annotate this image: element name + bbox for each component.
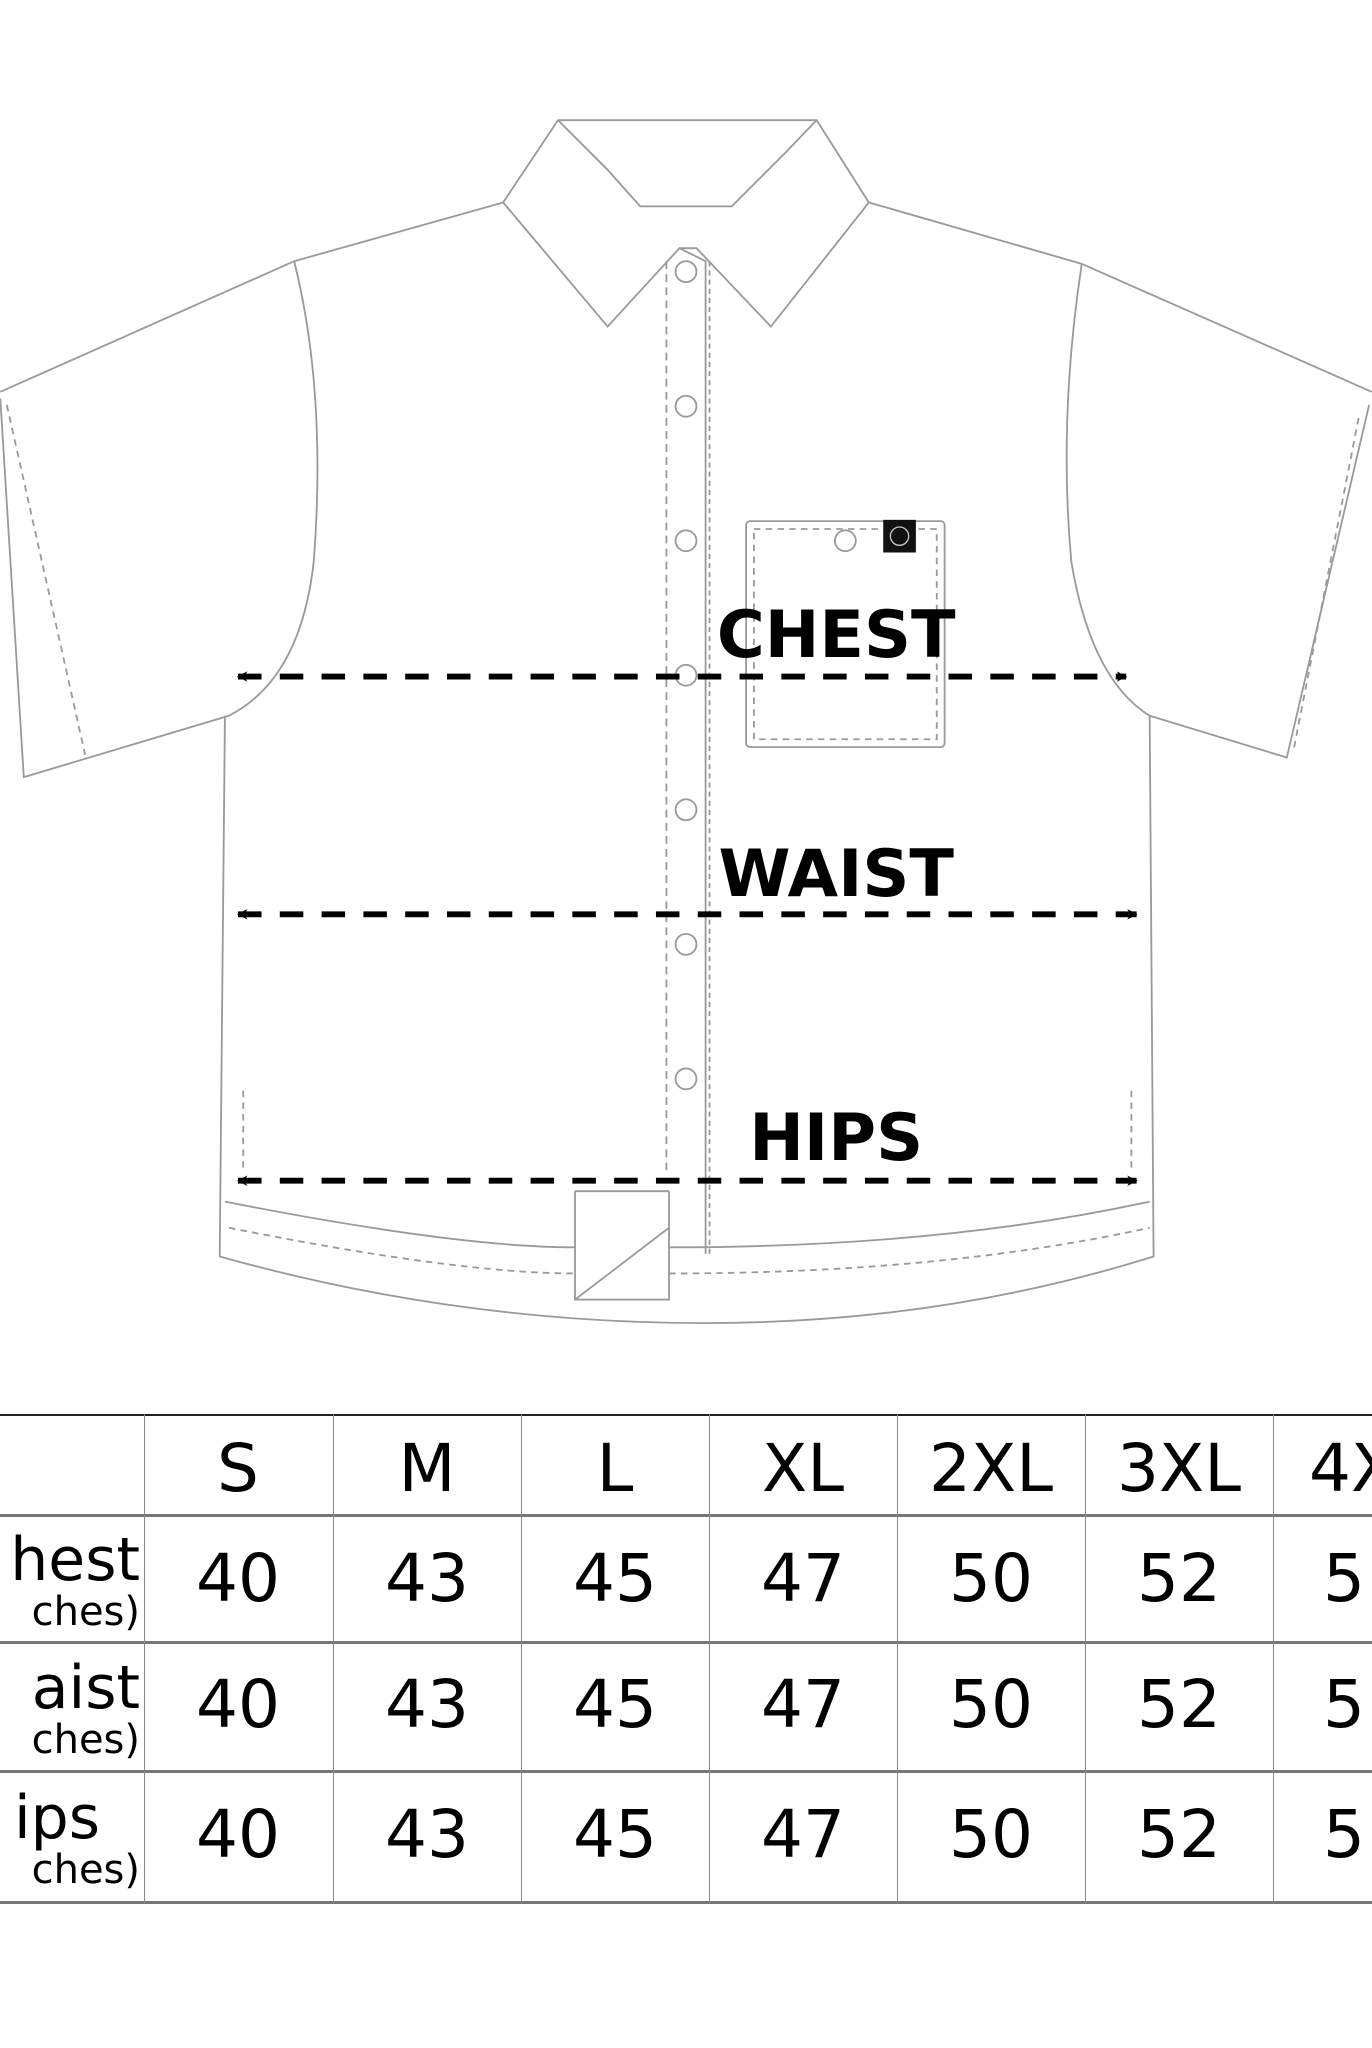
logo-tag-icon	[883, 519, 916, 553]
flower-logo-icon	[889, 526, 910, 546]
size-header-4x: 4X	[1309, 1430, 1372, 1507]
size-header-m: M	[398, 1430, 456, 1507]
table-cell: 50	[949, 1796, 1033, 1873]
table-cell: 43	[385, 1796, 469, 1873]
table-cell: 47	[761, 1796, 845, 1873]
table-cell: 43	[385, 1540, 469, 1617]
table-cell: 47	[761, 1540, 845, 1617]
size-header-s: S	[217, 1430, 259, 1507]
table-cell: 52	[1137, 1540, 1221, 1617]
row-label-waist: aist ches)	[31, 1653, 140, 1763]
table-cell: 47	[761, 1666, 845, 1743]
table-cell: 40	[196, 1540, 280, 1617]
table-cell: 50	[949, 1666, 1033, 1743]
table-cell: 40	[196, 1666, 280, 1743]
chest-label: CHEST	[717, 597, 956, 673]
table-cell: 5	[1323, 1540, 1365, 1617]
table-cell: 5	[1323, 1796, 1365, 1873]
waist-label: WAIST	[718, 836, 954, 912]
table-cell: 43	[385, 1666, 469, 1743]
table-cell: 52	[1137, 1666, 1221, 1743]
table-cell: 45	[573, 1540, 657, 1617]
table-cell: 50	[949, 1540, 1033, 1617]
table-cell: 5	[1323, 1666, 1365, 1743]
hips-label: HIPS	[749, 1100, 923, 1176]
size-header-2xl: 2XL	[929, 1430, 1053, 1507]
table-cell: 52	[1137, 1796, 1221, 1873]
size-header-3xl: 3XL	[1117, 1430, 1241, 1507]
table-cell: 40	[196, 1796, 280, 1873]
row-label-hips: ips ches)	[13, 1783, 140, 1893]
table-cell: 45	[573, 1666, 657, 1743]
size-header-xl: XL	[762, 1430, 844, 1507]
size-header-l: L	[596, 1430, 634, 1507]
shirt-outline	[0, 119, 1372, 1325]
row-label-chest: hest ches)	[10, 1525, 140, 1635]
table-cell: 45	[573, 1796, 657, 1873]
